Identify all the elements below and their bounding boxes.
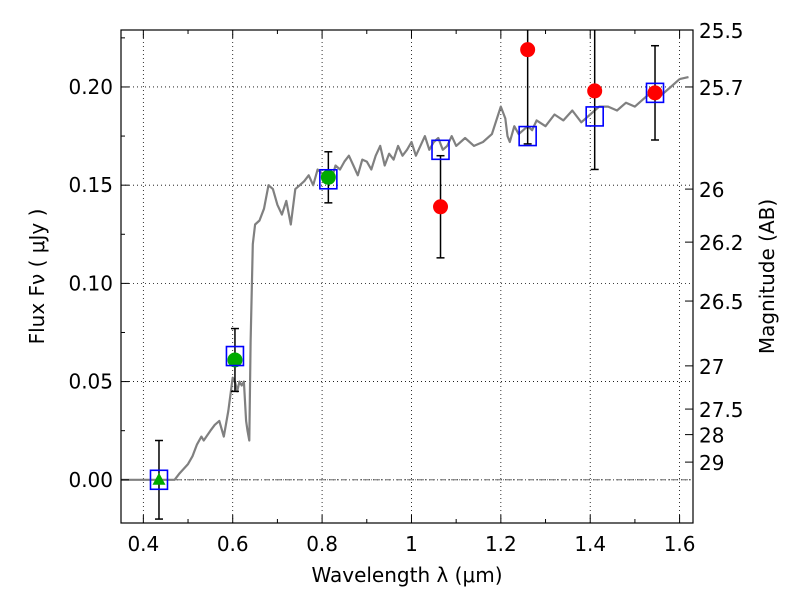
data-point xyxy=(520,42,536,58)
magnitude-tick-label: 29 xyxy=(699,451,724,475)
magnitude-tick-label: 27.5 xyxy=(699,398,744,422)
y-axis-label-left: Flux Fν ( μJy ) xyxy=(25,209,49,345)
magnitude-tick-label: 25.5 xyxy=(699,19,744,43)
model-photometry-square xyxy=(518,125,537,147)
model-photometry-square xyxy=(149,469,169,491)
data-point xyxy=(587,83,603,99)
model-photometry-square xyxy=(225,345,245,367)
x-tick-label: 1.6 xyxy=(664,532,696,556)
data-point xyxy=(227,352,243,368)
model-photometry-square xyxy=(319,168,338,190)
model-photometry-square xyxy=(645,82,665,104)
data-point xyxy=(433,199,449,215)
magnitude-tick-label: 26 xyxy=(699,178,724,202)
model-photometry-square xyxy=(585,106,604,127)
magnitude-tick-label: 26.2 xyxy=(699,231,744,255)
model-spectrum xyxy=(121,76,689,481)
data-point xyxy=(647,85,663,101)
x-tick-label: 0.8 xyxy=(306,532,338,556)
y-tick-label: 0.10 xyxy=(68,271,113,295)
x-tick-label: 1.2 xyxy=(485,532,517,556)
magnitude-tick-label: 28 xyxy=(699,424,724,448)
x-tick-label: 1.4 xyxy=(574,532,606,556)
grid xyxy=(121,30,693,523)
magnitude-tick-label: 27 xyxy=(699,355,724,379)
x-tick-label: 1 xyxy=(405,532,418,556)
x-axis-label: Wavelength λ (μm) xyxy=(311,563,502,587)
axis-ticks xyxy=(121,29,693,523)
error-bars xyxy=(154,30,660,520)
y-tick-label: 0.05 xyxy=(68,370,113,394)
y-tick-label: 0.20 xyxy=(68,75,113,99)
magnitude-tick-label: 25.7 xyxy=(699,76,744,100)
magnitude-tick-label: 26.5 xyxy=(699,290,744,314)
plot-frame xyxy=(120,29,694,524)
axis-tick-labels: 0.4 0.6 0.8 1 1.2 1.4 1.6 0.00 0.05 0.10 0.15 0.20 2… xyxy=(68,19,743,556)
data-point-triangle xyxy=(152,472,166,485)
y-tick-label: 0.00 xyxy=(68,468,113,492)
x-tick-label: 0.4 xyxy=(127,532,159,556)
spectrum-line xyxy=(121,76,689,481)
model-photometry-square xyxy=(431,139,450,161)
data-markers xyxy=(149,42,665,491)
y-tick-label: 0.15 xyxy=(68,173,113,197)
x-tick-label: 0.6 xyxy=(217,532,249,556)
data-point xyxy=(320,169,336,185)
y-axis-label-right: Magnitude (AB) xyxy=(755,199,779,354)
